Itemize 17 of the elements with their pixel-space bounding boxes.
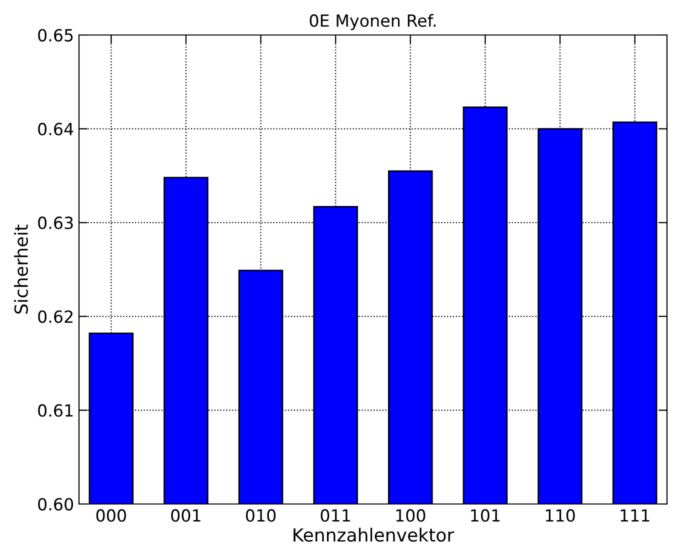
y-tick-label: 0.64 — [38, 122, 74, 136]
x-axis-title: Kennzahlenvektor — [294, 528, 454, 542]
x-tick-label: 001 — [171, 509, 200, 522]
y-tick-label: 0.63 — [38, 216, 73, 230]
chart-title: 0E Myonen Ref. — [310, 14, 436, 30]
x-tick-label: 010 — [246, 509, 276, 522]
x-tick-label: 111 — [620, 509, 650, 522]
y-axis-title: Sicherheit — [14, 224, 28, 314]
y-tick-label: 0.60 — [38, 498, 74, 511]
x-tick-label: 101 — [471, 509, 500, 522]
x-tick-label: 100 — [396, 509, 426, 522]
x-tick-label: 011 — [320, 509, 350, 522]
x-tick-label: 110 — [546, 509, 575, 522]
y-tick-label: 0.65 — [38, 28, 73, 42]
x-tick-label: 000 — [96, 509, 126, 522]
y-tick-label: 0.62 — [38, 310, 72, 323]
y-tick-label: 0.61 — [38, 404, 73, 417]
